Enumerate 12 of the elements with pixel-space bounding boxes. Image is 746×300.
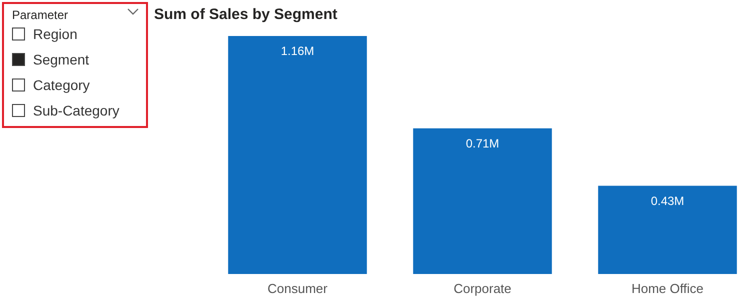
x-tick-label: Corporate [454, 281, 512, 296]
x-tick-label: Home Office [631, 281, 704, 296]
x-tick-label: Consumer [268, 281, 328, 296]
text: Sub-Category [33, 102, 120, 118]
data-label: 1.16M [280, 44, 314, 58]
text: Parameter [12, 8, 68, 22]
data-label: 0.43M [650, 194, 684, 208]
text: Segment [33, 52, 90, 68]
data-label: 0.71M [466, 136, 500, 150]
text: Region [33, 26, 78, 42]
chart-title: Sum of Sales by Segment [154, 6, 338, 23]
text: Category [33, 77, 90, 93]
